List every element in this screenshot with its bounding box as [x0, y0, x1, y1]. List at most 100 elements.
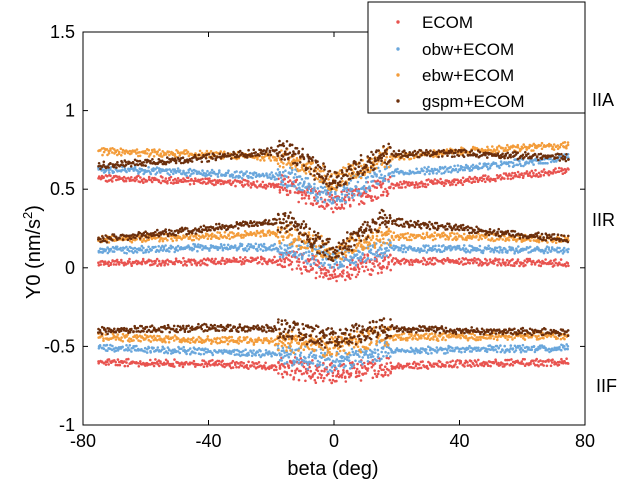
data-point-ebw-ecom	[486, 145, 489, 149]
data-point-obw-ecom	[468, 167, 472, 170]
data-point-obw-ecom	[185, 171, 188, 175]
data-point-obw-ecom	[152, 169, 155, 173]
data-point-ebw-ecom	[366, 247, 370, 250]
data-point-gspm-ecom	[400, 217, 404, 221]
data-point-gspm-ecom	[264, 218, 267, 222]
data-point-ecom	[382, 190, 385, 194]
data-point-gspm-ecom	[253, 220, 256, 224]
data-point-obw-ecom	[332, 266, 336, 269]
data-point-obw-ecom	[168, 173, 171, 177]
data-point-ecom	[173, 365, 176, 368]
data-point-gspm-ecom	[129, 165, 133, 168]
data-point-obw-ecom	[274, 172, 278, 175]
data-point-ebw-ecom	[516, 143, 520, 147]
data-point-ecom	[117, 261, 121, 264]
data-point-ecom	[523, 259, 526, 263]
data-point-gspm-ecom	[328, 237, 331, 241]
data-point-ecom	[484, 180, 487, 184]
data-point-gspm-ecom	[197, 153, 201, 157]
data-point-ecom	[506, 258, 509, 262]
data-point-ecom	[511, 176, 515, 180]
data-point-ecom	[315, 271, 318, 275]
data-point-obw-ecom	[425, 251, 429, 254]
data-point-ecom	[340, 205, 344, 209]
data-point-gspm-ecom	[567, 234, 570, 238]
data-point-gspm-ecom	[311, 246, 314, 249]
data-point-ebw-ecom	[378, 238, 382, 241]
data-point-ecom	[564, 264, 568, 268]
data-point-ebw-ecom	[126, 150, 129, 153]
data-point-obw-ecom	[176, 167, 180, 170]
data-point-ebw-ecom	[373, 244, 377, 247]
data-point-ecom	[383, 258, 387, 261]
data-point-ecom	[188, 183, 192, 186]
data-point-ecom	[392, 186, 396, 190]
data-point-ecom	[290, 268, 294, 271]
data-point-ebw-ecom	[433, 231, 437, 234]
data-point-obw-ecom	[509, 161, 513, 164]
data-point-ebw-ecom	[131, 149, 135, 152]
data-point-ecom	[464, 262, 468, 266]
data-point-ebw-ecom	[565, 146, 568, 150]
data-point-obw-ecom	[528, 245, 532, 249]
data-point-ebw-ecom	[137, 154, 140, 158]
data-point-gspm-ecom	[275, 218, 278, 222]
data-point-obw-ecom	[349, 258, 352, 262]
data-point-obw-ecom	[413, 247, 416, 250]
data-point-ebw-ecom	[412, 233, 416, 237]
data-point-gspm-ecom	[293, 225, 297, 229]
data-point-obw-ecom	[306, 185, 309, 188]
data-point-obw-ecom	[401, 250, 405, 254]
data-point-gspm-ecom	[346, 174, 349, 178]
data-point-ecom	[187, 179, 190, 183]
data-point-ecom	[369, 273, 373, 277]
data-point-ebw-ecom	[490, 237, 494, 240]
data-point-gspm-ecom	[454, 223, 458, 227]
data-point-ecom	[516, 258, 520, 261]
data-point-obw-ecom	[314, 197, 318, 201]
data-point-gspm-ecom	[290, 221, 294, 224]
data-point-ecom	[256, 256, 260, 260]
data-point-obw-ecom	[180, 172, 183, 175]
data-point-gspm-ecom	[402, 222, 406, 226]
data-point-gspm-ecom	[502, 232, 506, 236]
data-point-ecom	[255, 186, 259, 189]
data-point-gspm-ecom	[237, 227, 240, 230]
data-point-gspm-ecom	[497, 227, 501, 231]
data-point-gspm-ecom	[370, 161, 373, 165]
data-point-gspm-ecom	[419, 149, 423, 152]
data-point-ecom	[473, 180, 477, 183]
data-point-ecom	[208, 177, 211, 180]
data-point-gspm-ecom	[480, 154, 483, 157]
data-point-ecom	[185, 264, 188, 267]
data-point-gspm-ecom	[292, 217, 296, 220]
data-point-ecom	[506, 177, 510, 180]
data-point-ebw-ecom	[355, 246, 358, 249]
data-point-gspm-ecom	[121, 161, 124, 164]
data-point-gspm-ecom	[357, 234, 361, 238]
data-point-obw-ecom	[150, 248, 153, 252]
data-point-gspm-ecom	[359, 158, 363, 162]
data-point-obw-ecom	[275, 177, 279, 181]
data-point-gspm-ecom	[223, 155, 226, 158]
data-point-ecom	[176, 181, 180, 184]
data-point-gspm-ecom	[281, 155, 285, 158]
data-point-obw-ecom	[404, 250, 408, 254]
data-point-ecom	[433, 178, 437, 181]
data-point-gspm-ecom	[316, 251, 319, 254]
data-point-gspm-ecom	[366, 235, 370, 238]
data-point-gspm-ecom	[283, 212, 287, 215]
data-point-gspm-ecom	[372, 163, 375, 167]
data-point-obw-ecom	[252, 245, 256, 248]
data-point-ecom	[349, 204, 352, 208]
data-point-gspm-ecom	[335, 186, 339, 189]
data-point-ecom	[244, 256, 247, 259]
data-point-gspm-ecom	[323, 165, 327, 169]
data-point-ecom	[304, 202, 308, 205]
data-point-obw-ecom	[335, 261, 339, 264]
data-point-ebw-ecom	[102, 150, 106, 154]
data-point-ebw-ecom	[314, 245, 318, 248]
data-point-obw-ecom	[168, 250, 171, 253]
data-point-obw-ecom	[546, 162, 549, 165]
data-point-gspm-ecom	[359, 154, 363, 157]
